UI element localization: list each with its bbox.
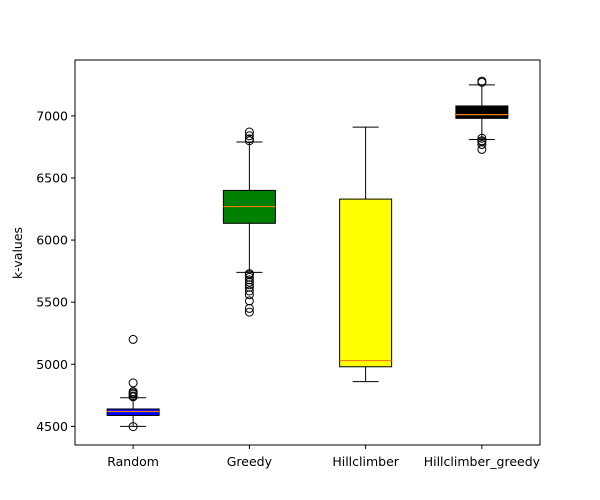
y-tick-label: 6000: [36, 233, 68, 248]
outlier-point: [128, 378, 138, 388]
outlier-point: [244, 277, 254, 287]
outlier-point: [244, 272, 254, 282]
outlier-point: [244, 282, 254, 292]
outlier-point: [128, 422, 138, 432]
outlier-point: [477, 139, 487, 149]
y-tick-label: 7000: [36, 108, 68, 123]
outlier-point: [244, 127, 254, 137]
plot-area: [106, 76, 509, 432]
outlier-point: [477, 144, 487, 154]
box-series-2: [222, 127, 276, 317]
outlier-point: [244, 131, 254, 141]
box-iqr: [455, 105, 509, 119]
y-tick-label: 6500: [36, 170, 68, 185]
box-series-3: [339, 126, 393, 383]
x-axis: Random Greedy Hillclimber Hillclimber_greed…: [107, 445, 541, 469]
outlier-point: [244, 275, 254, 285]
outlier-point: [244, 290, 254, 300]
outlier-point: [244, 134, 254, 144]
x-tick-label: Hillclimber: [332, 454, 399, 469]
x-tick-label: Hillclimber_greedy: [424, 454, 541, 469]
outlier-point: [244, 307, 254, 317]
outlier-point: [244, 303, 254, 313]
outlier-point: [244, 269, 254, 279]
y-axis: 4500 5000 5500 6000 6500 7000: [36, 108, 75, 434]
box-iqr: [339, 198, 393, 368]
y-tick-label: 5500: [36, 295, 68, 310]
outlier-point: [477, 133, 487, 143]
outlier-point: [128, 387, 138, 397]
axes-frame: [74, 59, 541, 446]
outlier-point: [477, 76, 487, 86]
box-series-1: [106, 334, 160, 432]
outlier-point: [128, 334, 138, 344]
outlier-point: [477, 136, 487, 146]
x-tick-label: Greedy: [227, 454, 273, 469]
outlier-point: [244, 280, 254, 290]
y-axis-label: k-values: [10, 227, 25, 279]
outlier-point: [244, 296, 254, 306]
y-tick-label: 4500: [36, 419, 68, 434]
box-iqr: [106, 408, 160, 416]
outlier-point: [244, 286, 254, 296]
box-series-4: [455, 76, 509, 154]
y-tick-label: 5000: [36, 357, 68, 372]
x-tick-label: Random: [107, 454, 159, 469]
